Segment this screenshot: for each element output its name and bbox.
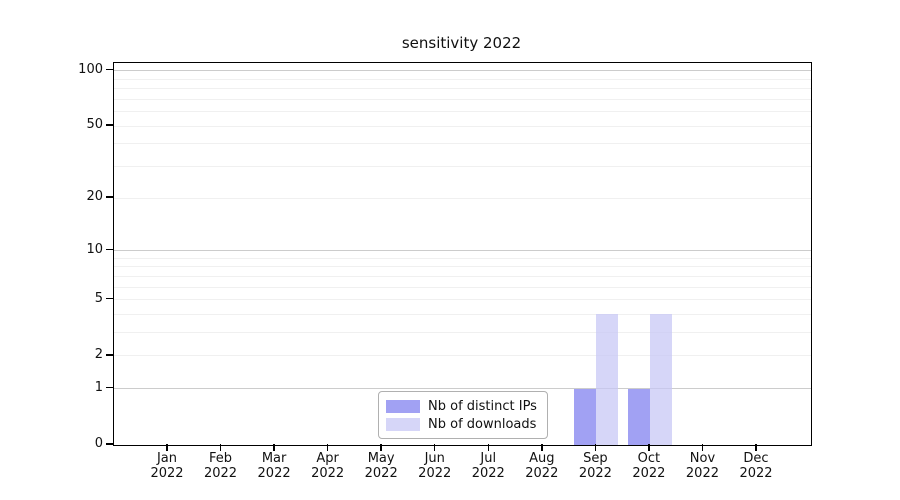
y-tick-label: 5 (94, 290, 103, 306)
x-tick-year: 2022 (150, 466, 184, 481)
x-tick-month: May (367, 451, 395, 466)
legend-swatch-downloads (386, 417, 420, 431)
y-tick-label: 0 (94, 436, 103, 451)
x-tick-mark (755, 444, 757, 451)
minor-gridline (114, 266, 811, 268)
x-tick-label: Mar 2022 (242, 451, 306, 481)
minor-gridline (114, 332, 811, 334)
y-tick-label: 10 (86, 241, 103, 257)
x-tick-year: 2022 (364, 466, 398, 481)
x-tick-year: 2022 (418, 466, 452, 481)
minor-gridline (114, 197, 811, 199)
major-gridline (114, 388, 811, 390)
x-tick-month: Sep (583, 451, 608, 466)
x-tick-month: Dec (743, 451, 769, 466)
x-tick-mark (273, 444, 275, 451)
minor-gridline (114, 78, 811, 80)
x-tick-year: 2022 (632, 466, 666, 481)
x-tick-label: Feb 2022 (189, 451, 253, 481)
y-tick-mark (106, 297, 113, 300)
x-tick-year: 2022 (685, 466, 719, 481)
x-tick-month: Apr (316, 451, 339, 466)
x-tick-label: Sep 2022 (563, 451, 627, 481)
x-tick-label: Jan 2022 (135, 451, 199, 481)
y-tick-label: 50 (86, 117, 103, 133)
y-tick-mark (106, 68, 113, 71)
x-tick-mark (434, 444, 436, 451)
x-tick-label: Oct 2022 (617, 451, 681, 481)
x-tick-month: Jul (480, 451, 497, 466)
legend-row: Nb of distinct IPs (386, 397, 539, 415)
major-gridline (114, 70, 811, 72)
legend: Nb of distinct IPs Nb of downloads (378, 391, 548, 439)
legend-label: Nb of distinct IPs (428, 398, 537, 414)
y-tick-label: 1 (94, 379, 103, 395)
y-tick-mark (106, 124, 113, 126)
x-tick-month: Jan (156, 451, 178, 466)
minor-gridline (114, 125, 811, 127)
x-tick-label: Apr 2022 (296, 451, 360, 481)
x-tick-year: 2022 (578, 466, 612, 481)
x-tick-month: Oct (637, 451, 661, 466)
x-tick-label: Dec 2022 (724, 451, 788, 481)
x-tick-mark (541, 444, 543, 451)
minor-gridline (114, 98, 811, 100)
bar-distinct-ips (627, 388, 650, 445)
bar-distinct-ips (574, 388, 597, 445)
x-tick-label: Jun 2022 (403, 451, 467, 481)
x-tick-label: Aug 2022 (510, 451, 574, 481)
x-tick-month: Mar (261, 451, 287, 466)
x-tick-label: May 2022 (349, 451, 413, 481)
x-tick-mark (648, 444, 650, 451)
x-tick-mark (326, 444, 329, 451)
x-tick-mark (594, 444, 597, 451)
minor-gridline (114, 299, 811, 301)
y-tick-mark (106, 354, 113, 356)
minor-gridline (114, 88, 811, 90)
x-tick-label: Jul 2022 (456, 451, 520, 481)
y-tick-mark (106, 248, 113, 251)
x-tick-mark (487, 444, 489, 451)
x-tick-mark (701, 444, 704, 451)
chart-title: sensitivity 2022 (401, 34, 522, 52)
major-gridline (114, 250, 811, 251)
y-tick-mark (106, 387, 113, 389)
bar-downloads (649, 314, 672, 445)
x-tick-month: Nov (689, 451, 716, 466)
x-tick-month: Jun (424, 451, 445, 466)
bar-downloads (596, 314, 619, 445)
minor-gridline (114, 313, 811, 315)
minor-gridline (114, 286, 811, 288)
x-tick-year: 2022 (311, 466, 345, 481)
x-tick-year: 2022 (203, 466, 238, 481)
y-tick-label: 100 (78, 61, 103, 77)
y-tick-mark (106, 443, 113, 445)
minor-gridline (114, 165, 811, 167)
legend-row: Nb of downloads (386, 415, 539, 433)
x-tick-mark (166, 444, 168, 451)
legend-swatch-distinct-ips (386, 399, 420, 413)
x-tick-mark (219, 444, 222, 451)
x-tick-year: 2022 (257, 466, 291, 481)
minor-gridline (114, 111, 811, 113)
x-tick-year: 2022 (471, 466, 505, 481)
x-tick-label: Nov 2022 (670, 451, 734, 481)
x-tick-month: Feb (209, 451, 233, 466)
x-tick-mark (380, 444, 382, 451)
y-tick-label: 20 (86, 189, 103, 205)
y-tick-mark (106, 196, 113, 198)
minor-gridline (114, 275, 811, 277)
plot-area (113, 62, 812, 446)
x-tick-year: 2022 (525, 466, 559, 481)
minor-gridline (114, 143, 811, 145)
legend-label: Nb of downloads (428, 416, 537, 432)
minor-gridline (114, 355, 811, 357)
y-tick-label: 2 (94, 346, 103, 362)
x-tick-month: Aug (529, 451, 555, 466)
minor-gridline (114, 257, 811, 259)
x-tick-year: 2022 (739, 466, 773, 481)
